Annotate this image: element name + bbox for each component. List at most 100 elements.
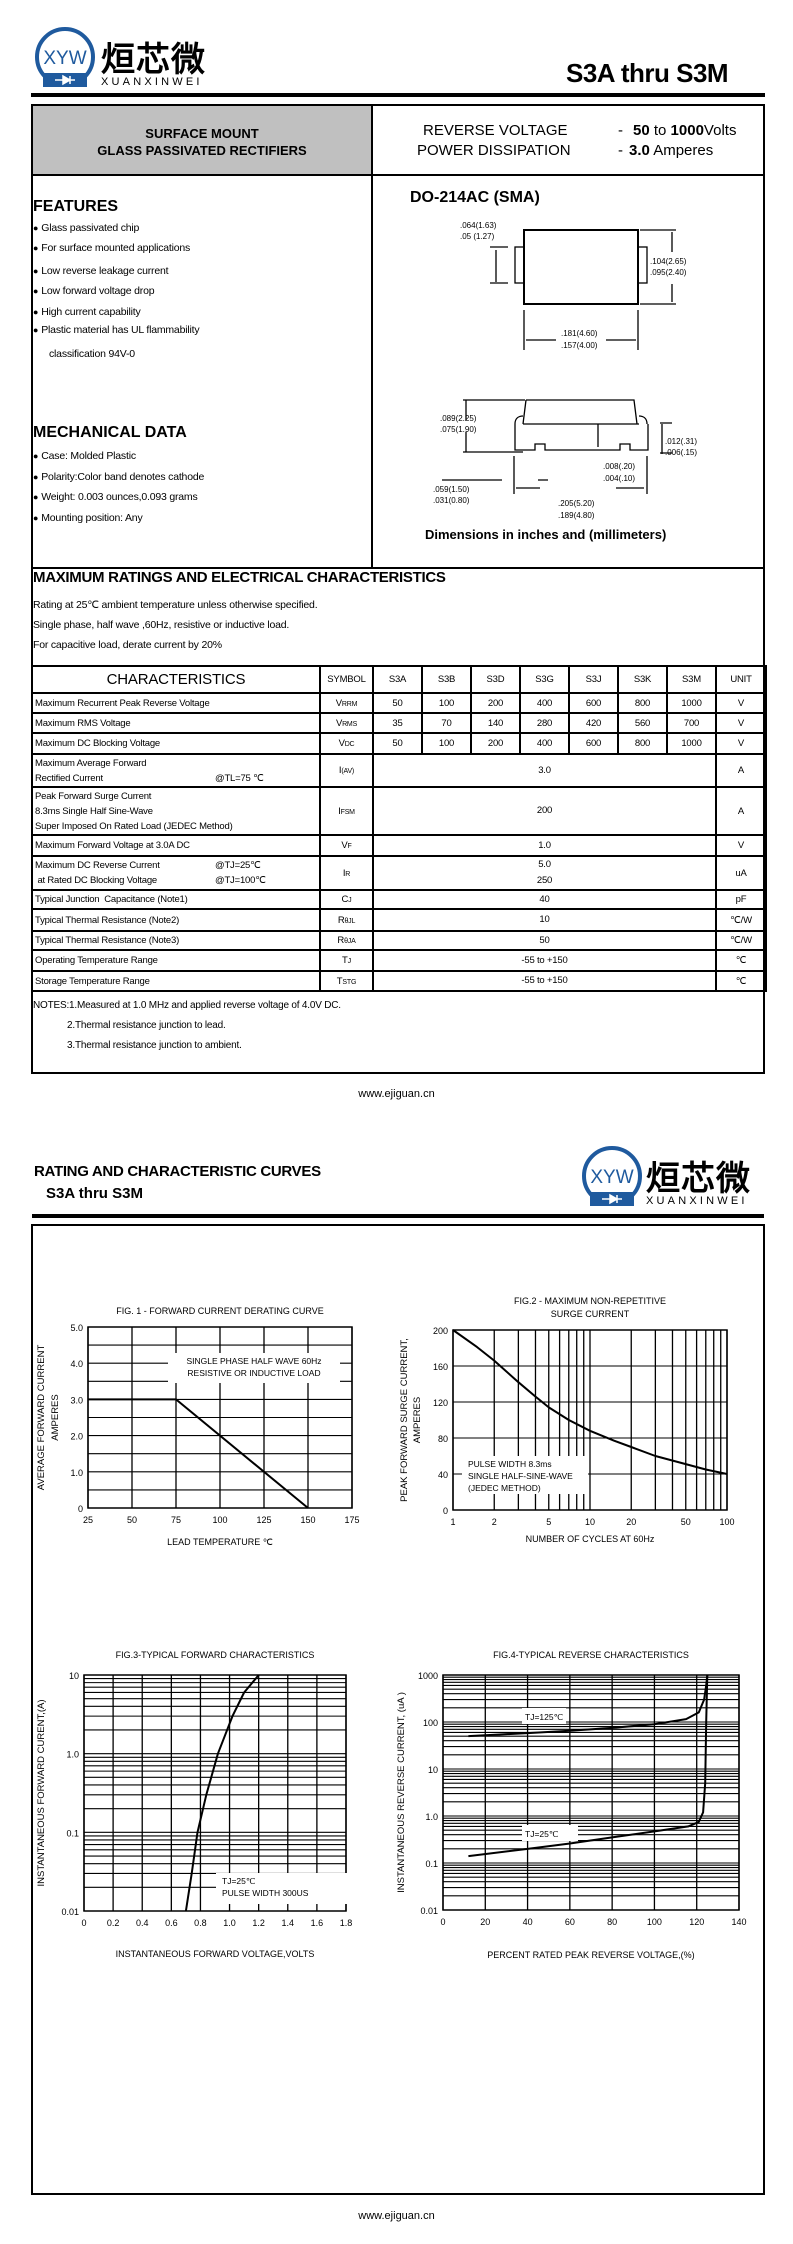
value-cell: 800 [617, 692, 668, 714]
value-cell: 3.0 [372, 753, 717, 788]
characteristic-text: Rectified Current [35, 772, 103, 784]
dim-lead-width-min: .05 (1.27) [460, 232, 495, 241]
y-axis-title: PEAK FORWARD SURGE CURRENT, [399, 1338, 410, 1502]
symbol-main: V [335, 697, 342, 709]
x-tick-label: 2 [492, 1517, 497, 1527]
dim-body-length-min: .157(4.00) [561, 341, 598, 350]
x-tick-label: 1 [450, 1517, 455, 1527]
note-3: 3.Thermal resistance junction to ambient… [67, 1040, 242, 1051]
characteristic-cell: Maximum Average Forward Rectified Current… [31, 753, 321, 788]
column-header: S3B [421, 665, 472, 694]
y-tick-label: 0 [443, 1506, 448, 1516]
chart-3: 0 0.2 0.4 0.6 0.8 1.0 1.2 1.4 1.6 1.8 0.01 0.1 1.0 10… [36, 1650, 352, 1959]
characteristic-text: Typical Thermal Resistance (Note2) [35, 914, 180, 926]
table-row: Maximum Recurrent Peak Reverse Voltage VR… [31, 692, 767, 714]
logo-chinese: 烜芯微 [646, 1160, 751, 1198]
value-line: 50 [539, 934, 550, 946]
characteristic-cell: Typical Thermal Resistance (Note2) [31, 908, 321, 932]
ratings-line: Rating at 25℃ ambient temperature unless… [33, 599, 318, 611]
y-tick-label: 200 [433, 1326, 448, 1336]
symbol-subscript: STG [342, 978, 357, 986]
mechanical-item: Case: Molded Plastic [33, 450, 136, 462]
mechanical-heading: MECHANICAL DATA [33, 424, 187, 441]
x-axis-title: NUMBER OF CYCLES AT 60Hz [526, 1534, 655, 1544]
symbol-cell: TJ [319, 949, 374, 972]
features-heading: FEATURES [33, 198, 119, 215]
symbol-main: V [341, 840, 348, 851]
characteristic-line: Typical Thermal Resistance (Note3) [35, 933, 317, 948]
y-tick-label: 1.0 [425, 1812, 438, 1822]
characteristic-cell: Typical Thermal Resistance (Note3) [31, 930, 321, 951]
unit-cell: ℃/W [715, 908, 767, 932]
test-condition: @TJ=25℃ [215, 860, 261, 871]
symbol-subscript: θJA [344, 938, 356, 945]
series-line-1 [468, 1674, 709, 1738]
table-row: Maximum Forward Voltage at 3.0A DC VF 1.0 V [31, 834, 767, 857]
amperes-unit: Amperes [653, 142, 714, 159]
characteristic-line: Typical Junction Capacitance (Note1) [35, 892, 317, 907]
symbol-cell: VF [319, 834, 374, 857]
value-line: 40 [539, 893, 550, 905]
footer-website[interactable]: www.ejiguan.cn [358, 1088, 435, 1100]
unit-cell: pF [715, 889, 767, 910]
column-header: S3D [470, 665, 521, 694]
table-row: Typical Junction Capacitance (Note1) CJ 40… [31, 889, 767, 910]
x-tick-label: 20 [480, 1917, 490, 1927]
x-tick-label: 25 [83, 1515, 93, 1525]
mechanical-item: Mounting position: Any [33, 512, 142, 524]
footer-website[interactable]: www.ejiguan.cn [358, 2210, 435, 2222]
x-tick-label: 100 [719, 1517, 734, 1527]
logo-mark-icon: XYW [35, 27, 95, 87]
value-cell: 50 [372, 692, 423, 714]
summary-line1: SURFACE MOUNT [145, 126, 259, 141]
logo-english: XUANXINWEI [101, 76, 203, 88]
chart-1: 25 50 75 100 125 150 175 0 1.0 2.0 3.0 4.0 5.0 FIG. 1… [36, 1306, 360, 1547]
series-label: TJ=125℃ [525, 1712, 564, 1722]
characteristic-line: Maximum Forward Voltage at 3.0A DC [35, 838, 317, 853]
characteristic-cell: Maximum DC Reverse Current @TJ=25℃ at Rat… [31, 855, 321, 891]
dim-foot-min: .031(0.80) [433, 496, 470, 505]
y-tick-label: 40 [438, 1470, 448, 1480]
chart-title: SURGE CURRENT [551, 1309, 630, 1319]
characteristic-line: Maximum Average Forward [35, 756, 317, 771]
dim-standoff-min: .004(.10) [603, 474, 635, 483]
characteristic-line: Maximum RMS Voltage [35, 716, 317, 731]
dim-body-height-max: .104(2.65) [650, 257, 687, 266]
annotation-text: PULSE WIDTH 300US [222, 1888, 309, 1898]
value-line: 5.0 [538, 859, 551, 870]
symbol-main: I [338, 765, 342, 776]
logo-mark-icon: XYW [582, 1146, 642, 1206]
volts-unit: Volts [703, 122, 737, 139]
value-cell: 400 [519, 692, 570, 714]
annotation-text: PULSE WIDTH 8.3ms [468, 1459, 552, 1469]
x-tick-label: 175 [344, 1515, 359, 1525]
symbol-subscript: FSM [340, 808, 355, 816]
characteristic-cell: Maximum Forward Voltage at 3.0A DC [31, 834, 321, 857]
chart-title: FIG. 1 - FORWARD CURRENT DERATING CURVE [116, 1306, 324, 1316]
x-tick-label: 1.6 [311, 1918, 324, 1928]
dimensions-caption: Dimensions in inches and (millimeters) [425, 527, 667, 542]
x-tick-label: 1.4 [282, 1918, 295, 1928]
dim-body-length-max: .181(4.60) [561, 329, 598, 338]
symbol-main: V [335, 717, 343, 729]
y-tick-label: 80 [438, 1434, 448, 1444]
dim-height-max: .089(2.25) [440, 414, 477, 423]
symbol-subscript: (AV) [341, 768, 355, 775]
x-tick-label: 50 [681, 1517, 691, 1527]
value-cell: 35 [372, 712, 423, 734]
characteristic-line: Operating Temperature Range [35, 953, 317, 968]
value-cell: 40 [372, 889, 717, 910]
value-line: 200 [536, 805, 553, 816]
series-line-2 [468, 1674, 709, 1858]
characteristic-line: Maximum DC Reverse Current @TJ=25℃ [35, 858, 317, 873]
symbol-subscript: J [347, 958, 352, 965]
reverse-voltage-min: 50 [633, 122, 650, 139]
annotation-text: (JEDEC METHOD) [468, 1483, 541, 1493]
value-line: 10 [539, 914, 550, 925]
mechanical-item: Weight: 0.003 ounces,0.093 grams [33, 491, 197, 503]
value-cell: 100 [421, 732, 472, 755]
value-cell: 800 [617, 732, 668, 755]
x-tick-label: 5 [546, 1517, 551, 1527]
feature-item: High current capability [33, 306, 140, 318]
value-cell: 50 [372, 732, 423, 755]
